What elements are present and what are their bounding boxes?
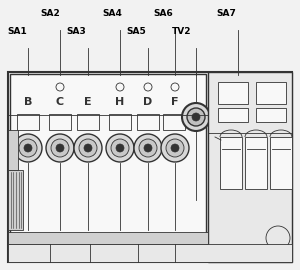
Circle shape	[144, 83, 152, 91]
Circle shape	[182, 103, 210, 131]
Bar	[208, 72, 292, 262]
Circle shape	[192, 113, 200, 121]
Circle shape	[116, 144, 124, 152]
Bar	[220, 137, 242, 189]
Circle shape	[56, 144, 64, 152]
Bar	[8, 72, 292, 262]
Bar	[218, 108, 248, 122]
Bar	[17, 114, 39, 130]
Bar	[77, 114, 99, 130]
Circle shape	[266, 226, 290, 250]
Circle shape	[79, 139, 97, 157]
Circle shape	[187, 108, 205, 126]
Bar	[245, 137, 267, 189]
Text: H: H	[116, 97, 124, 107]
Text: SA7: SA7	[216, 9, 236, 19]
Circle shape	[116, 83, 124, 91]
Text: E: E	[84, 97, 92, 107]
Text: SA2: SA2	[40, 9, 60, 19]
Bar	[163, 114, 185, 130]
Circle shape	[56, 83, 64, 91]
Text: B: B	[24, 97, 32, 107]
Circle shape	[171, 83, 179, 91]
Circle shape	[46, 134, 74, 162]
Text: SA4: SA4	[102, 9, 122, 19]
Bar	[109, 114, 131, 130]
Circle shape	[106, 134, 134, 162]
Bar	[8, 170, 23, 230]
Circle shape	[84, 144, 92, 152]
Bar	[218, 82, 248, 104]
Circle shape	[171, 144, 179, 152]
Bar	[8, 244, 292, 262]
Bar	[49, 114, 71, 130]
Text: D: D	[143, 97, 153, 107]
Circle shape	[14, 134, 42, 162]
Circle shape	[161, 134, 189, 162]
Text: TV2: TV2	[172, 28, 192, 36]
Circle shape	[19, 139, 37, 157]
Circle shape	[139, 139, 157, 157]
Circle shape	[111, 139, 129, 157]
Circle shape	[134, 134, 162, 162]
Bar	[270, 137, 292, 189]
Bar	[137, 114, 159, 130]
Circle shape	[51, 139, 69, 157]
Text: F: F	[171, 97, 179, 107]
Text: SA6: SA6	[153, 9, 173, 19]
Bar	[8, 232, 208, 244]
Text: C: C	[56, 97, 64, 107]
Circle shape	[213, 125, 223, 135]
Text: SA5: SA5	[126, 28, 146, 36]
Text: SA3: SA3	[66, 28, 86, 36]
Bar	[10, 74, 206, 260]
Circle shape	[166, 139, 184, 157]
Circle shape	[74, 134, 102, 162]
Circle shape	[24, 144, 32, 152]
Bar	[8, 130, 18, 170]
Bar	[256, 108, 286, 122]
Text: SA1: SA1	[7, 28, 27, 36]
Circle shape	[144, 144, 152, 152]
Bar	[256, 82, 286, 104]
